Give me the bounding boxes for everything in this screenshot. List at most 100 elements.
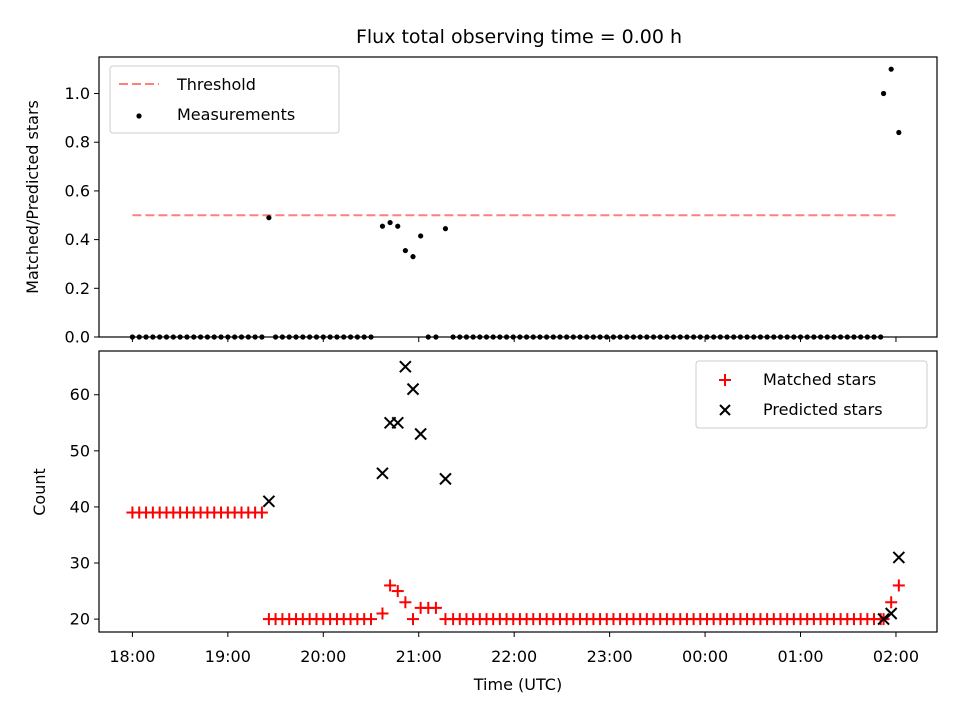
top-y-axis-label: Matched/Predicted stars (23, 100, 42, 294)
predicted-star-point (376, 467, 389, 480)
legend-measurements-label: Measurements (177, 105, 295, 124)
x-tick-label: 19:00 (205, 647, 251, 666)
measurement-point (245, 334, 251, 340)
measurement-point (888, 66, 894, 72)
measurement-point (577, 334, 583, 340)
predicted-star-stroke-b (262, 495, 276, 508)
x-axis-label: Time (UTC) (473, 675, 562, 694)
measurement-point (457, 334, 463, 340)
predicted-stars-series (262, 360, 906, 626)
measurement-point (570, 334, 576, 340)
figure-title: Flux total observing time = 0.00 h (356, 26, 682, 48)
measurement-point (757, 334, 764, 340)
y-tick-label: 0.2 (65, 279, 90, 298)
measurement-point (637, 334, 643, 340)
measurement-point (252, 334, 258, 340)
measurement-point (387, 219, 393, 226)
panel-bottom: 20 30 40 50 60 18:00 19:00 20:00 21:00 22:00 23:0… (30, 350, 938, 694)
measurement-point (293, 334, 299, 340)
measurement-point (259, 334, 265, 340)
matched-stars-series (126, 506, 905, 626)
measurement-point (266, 215, 272, 221)
measurement-point (630, 334, 637, 340)
x-tick-label: 02:00 (873, 647, 919, 666)
measurement-point (170, 334, 176, 340)
predicted-star-point (892, 551, 906, 564)
legend-matched-swatch (719, 374, 731, 386)
top-y-ticks: 0.0 0.2 0.4 0.6 0.8 1.0 (65, 84, 99, 347)
predicted-star-stroke-b (376, 467, 389, 480)
measurements-series (129, 66, 902, 340)
measurement-point (697, 334, 703, 340)
measurement-point (184, 334, 190, 340)
measurement-point (771, 334, 777, 340)
predicted-star-point (884, 607, 898, 620)
measurement-point (804, 334, 810, 340)
bottom-y-axis-label: Count (30, 468, 49, 516)
predicted-star-stroke-b (439, 472, 452, 486)
measurement-point (286, 334, 292, 340)
matched-star-point (429, 601, 442, 614)
measurement-point (279, 334, 285, 340)
legend-matched-label: Matched stars (763, 370, 876, 389)
measurement-point (136, 334, 142, 340)
measurement-point (878, 334, 884, 340)
measurement-point (238, 334, 245, 340)
measurement-point (851, 334, 857, 340)
measurement-point (764, 334, 770, 340)
measurement-point (157, 334, 163, 340)
bottom-x-ticks: 18:00 19:00 20:00 21:00 22:00 23:00 00:00 01:00… (109, 632, 919, 666)
matched-star-point (407, 613, 420, 626)
measurement-point (361, 334, 367, 340)
measurement-point (650, 334, 657, 340)
measurement-point (225, 334, 231, 340)
predicted-star-point (399, 360, 412, 373)
x-tick-label: 00:00 (682, 647, 728, 666)
measurement-point (684, 334, 690, 340)
y-tick-label: 0.8 (65, 133, 90, 152)
predicted-star-stroke-b (892, 551, 906, 564)
matched-star-point (399, 596, 412, 609)
measurement-point (644, 334, 650, 340)
matched-star-point (365, 613, 378, 626)
predicted-star-stroke-b (877, 612, 890, 626)
measurement-point (163, 334, 170, 340)
measurement-point (791, 334, 797, 340)
y-tick-label: 20 (70, 610, 90, 629)
measurement-point (477, 334, 483, 340)
measurement-point (677, 334, 683, 340)
measurement-point (354, 334, 360, 340)
measurement-point (557, 334, 563, 340)
measurement-point (537, 334, 543, 340)
y-tick-label: 60 (70, 385, 90, 404)
measurement-point (880, 90, 887, 97)
measurement-point (624, 334, 630, 340)
predicted-star-stroke-b (414, 427, 427, 441)
x-tick-label: 21:00 (396, 647, 442, 666)
measurement-point (737, 334, 743, 340)
measurement-point (442, 226, 449, 232)
y-tick-label: 50 (70, 441, 90, 460)
bottom-legend: Matched stars Predicted stars (695, 360, 928, 429)
y-tick-label: 40 (70, 497, 90, 516)
measurement-point (797, 334, 804, 340)
predicted-star-point (406, 382, 420, 396)
measurement-point (871, 334, 877, 340)
measurement-point (657, 334, 663, 340)
measurement-point (300, 334, 306, 340)
measurement-point (232, 334, 238, 340)
measurement-point (744, 334, 750, 340)
measurement-point (864, 334, 870, 340)
predicted-star-point (391, 416, 404, 429)
predicted-star-point (877, 612, 890, 626)
measurement-point (497, 334, 503, 340)
legend-measurements-swatch (136, 113, 142, 119)
predicted-star-stroke-b (884, 607, 898, 620)
matched-star-point (892, 579, 905, 592)
measurement-point (347, 334, 354, 340)
measurement-point (368, 334, 374, 340)
measurement-point (150, 334, 156, 340)
matched-star-point (255, 506, 268, 519)
measurement-point (844, 334, 850, 340)
predicted-star-point (262, 495, 276, 508)
